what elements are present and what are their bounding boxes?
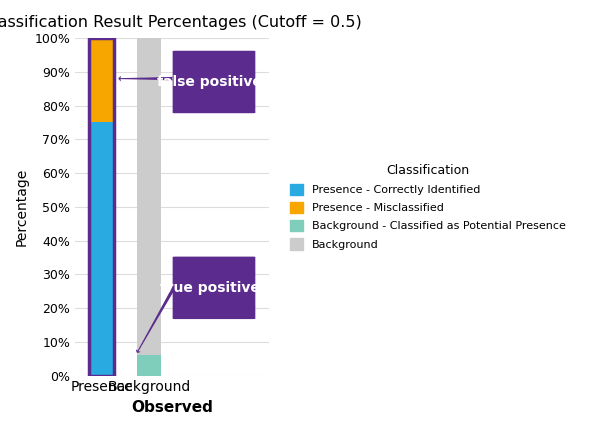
Bar: [89, 123, 113, 375]
X-axis label: Observed: Observed: [131, 400, 213, 415]
Bar: [137, 38, 161, 355]
FancyBboxPatch shape: [173, 257, 254, 318]
Legend: Presence - Correctly Identified, Presence - Misclassified, Background - Classifi: Presence - Correctly Identified, Presenc…: [284, 159, 571, 255]
FancyBboxPatch shape: [173, 52, 254, 113]
Bar: [137, 355, 161, 375]
Bar: [89, 38, 113, 123]
Text: false positives: false positives: [157, 75, 271, 89]
Text: true positives: true positives: [160, 281, 268, 295]
Y-axis label: Percentage: Percentage: [15, 168, 29, 246]
Title: Classification Result Percentages (Cutoff = 0.5): Classification Result Percentages (Cutof…: [0, 15, 362, 30]
